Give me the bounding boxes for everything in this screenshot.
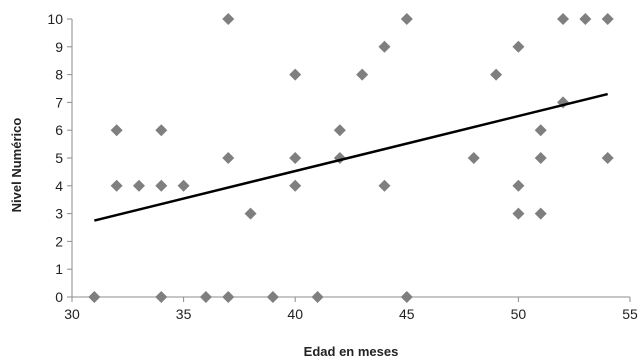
x-axis-title: Edad en meses [304,344,399,359]
y-tick-label: 2 [55,233,63,249]
y-tick-label: 9 [55,39,63,55]
trendline [94,92,608,222]
data-point [222,13,235,25]
data-point [601,13,614,25]
data-point [512,207,525,220]
data-point [579,13,592,25]
data-point [512,179,525,192]
data-point [467,152,480,164]
data-point [400,291,413,303]
data-point [534,152,547,164]
data-point [378,179,391,192]
data-point [155,124,168,137]
data-point [155,179,168,192]
data-point [356,68,369,81]
data-point [289,152,302,164]
data-point [534,207,547,220]
data-point [266,291,279,303]
data-point [289,68,302,81]
data-point [333,124,346,137]
y-tick-label: 8 [55,67,63,83]
data-point [132,179,145,192]
trendline-group [94,92,608,222]
data-point [512,40,525,53]
data-point [88,291,101,303]
data-point [155,291,168,303]
data-point [222,291,235,303]
x-tick-label: 40 [287,306,303,322]
x-tick-label: 50 [511,306,527,322]
data-point [490,68,503,81]
data-point [534,124,547,137]
y-tick-label: 0 [55,289,63,305]
y-tick-label: 4 [55,178,63,194]
x-tick-label: 30 [64,306,80,322]
y-tick-label: 3 [55,206,63,222]
y-tick-label: 6 [55,122,63,138]
data-point [557,13,570,25]
x-tick-label: 35 [176,306,192,322]
x-tick-labels: 30 35 40 45 50 55 [64,306,638,322]
data-point [311,291,324,303]
data-point [601,152,614,164]
x-tick-label: 45 [399,306,415,322]
y-tick-labels: 0 1 2 3 4 5 6 7 8 9 10 [47,11,63,305]
y-axis-title: Nivel Numérico [9,118,24,213]
data-point [222,152,235,164]
y-tick-label: 5 [55,150,63,166]
y-tick-label: 7 [55,94,63,110]
y-tick-label: 1 [55,261,63,277]
data-point [177,179,190,192]
data-point [110,179,123,192]
data-points [88,13,614,303]
x-tick-label: 55 [622,306,638,322]
data-point [289,179,302,192]
data-point [400,13,413,25]
data-point [110,124,123,137]
y-tick-label: 10 [47,11,63,27]
data-point [199,291,212,303]
axes [67,18,631,302]
data-point [244,207,257,220]
data-point [378,40,391,53]
